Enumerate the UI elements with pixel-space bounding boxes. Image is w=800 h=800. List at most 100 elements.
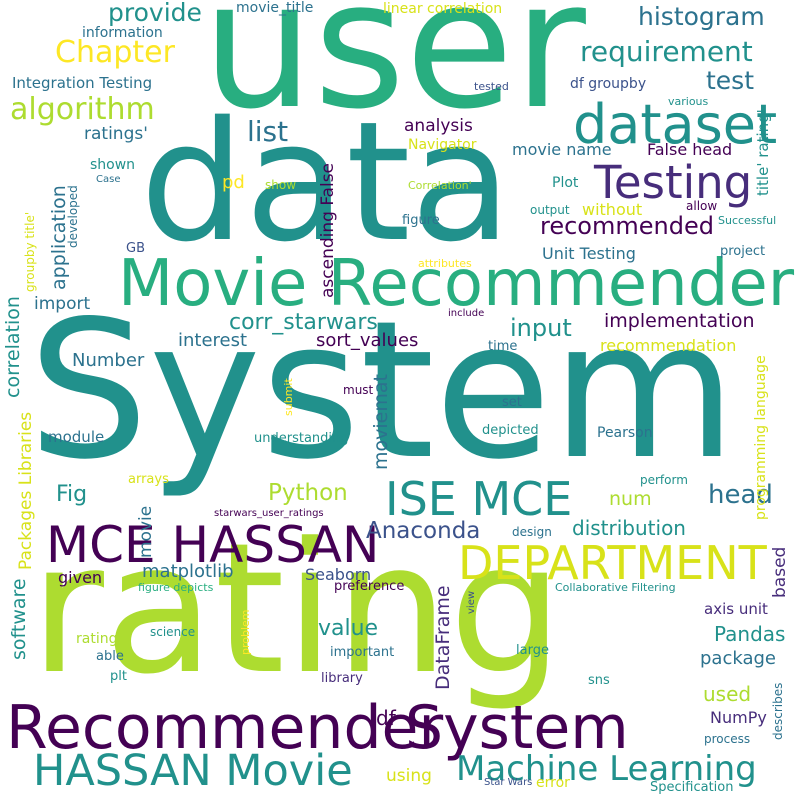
word-moviemat: moviemat (370, 374, 392, 470)
word-linear-correlation: linear correlation (383, 1, 503, 17)
word-figure: figure (402, 213, 440, 228)
word-machine-learning: Machine Learning (456, 749, 757, 789)
word-false-head: False head (647, 140, 733, 159)
word-unit-testing: Unit Testing (542, 244, 636, 263)
word-recommendation: recommendation (600, 336, 737, 355)
word-plot: Plot (552, 175, 579, 191)
word-algorithm: algorithm (10, 92, 155, 127)
word-output: output (530, 203, 570, 217)
word-various: various (668, 95, 709, 108)
word-axis-unit: axis unit (704, 600, 768, 618)
word-recommender: Recommender (6, 693, 444, 763)
word-fig: Fig (56, 482, 88, 507)
word-pearson: Pearson (597, 425, 653, 441)
word-dataframe: DataFrame (432, 585, 454, 690)
word-chapter: Chapter (55, 35, 175, 70)
word-time: time (488, 339, 518, 354)
word-seaborn: Seaborn (305, 565, 372, 584)
word-software: software (8, 578, 30, 660)
word-design: design (512, 525, 552, 539)
word-pandas: Pandas (714, 622, 786, 646)
word-import: import (34, 294, 91, 314)
word-arrays: arrays (128, 472, 169, 487)
word-allow: allow (686, 199, 718, 213)
word-process: process (704, 732, 751, 746)
word-able: able (96, 649, 124, 664)
word-title-rating-quote: title' rating' (754, 109, 772, 196)
word-successful: Successful (718, 214, 777, 227)
word-groupby-title-quote: groupby title' (23, 211, 37, 292)
word-figure-depicts: figure depicts (138, 581, 214, 594)
word-provide: provide (108, 0, 202, 27)
word-developed: developed (66, 185, 80, 248)
word-distribution: distribution (572, 516, 686, 540)
word-understanding: understanding (254, 431, 349, 446)
word-based: based (770, 546, 790, 598)
word-attributes: attributes (418, 257, 472, 270)
word-shown: shown (90, 157, 136, 173)
word-mce-hassan: MCE HASSAN (46, 516, 380, 574)
word-df-groupby: df groupby (570, 76, 647, 92)
word-error: error (536, 775, 570, 791)
word-describes: describes (771, 682, 785, 740)
word-preference: preference (334, 579, 405, 594)
word-dataset: dataset (573, 93, 778, 156)
word-library: library (321, 671, 363, 686)
word-corr-starwars: corr_starwars (229, 310, 378, 335)
word-given: given (58, 568, 103, 587)
word-without: without (582, 200, 643, 219)
word-matplotlib: matplotlib (142, 561, 234, 582)
word-used: used (703, 682, 752, 706)
word-movie-name: movie name (512, 140, 612, 159)
word-tested: tested (474, 80, 509, 93)
word-must: must (343, 383, 374, 397)
word-interest: interest (178, 330, 248, 351)
word-using: using (386, 766, 432, 786)
word-test: test (706, 66, 755, 95)
word-analysis: analysis (404, 116, 473, 136)
word-sort-values: sort_values (316, 330, 419, 351)
word-packages-libraries: Packages Libraries (16, 411, 36, 570)
word-movie-vertical: movie (136, 505, 156, 558)
word-value: value (318, 616, 379, 641)
word-data: data (140, 86, 512, 278)
word-module: module (48, 428, 105, 446)
word-python: Python (268, 480, 348, 506)
word-view: view (466, 590, 477, 614)
word-sns: sns (588, 673, 610, 688)
word-ise-mce: ISE MCE (385, 472, 573, 526)
word-head: head (708, 480, 773, 510)
word-recommended: recommended (540, 212, 714, 240)
word-correlation-quote: Correlation' (408, 179, 472, 192)
word-depicted: depicted (482, 423, 539, 438)
word-testing: Testing (594, 156, 753, 209)
word-correlation-vertical: correlation (2, 296, 24, 398)
word-information: information (82, 25, 163, 41)
word-hassan-movie: HASSAN Movie (33, 746, 353, 796)
word-anaconda: Anaconda (366, 518, 481, 544)
word-set: set (502, 395, 522, 410)
word-include: include (448, 308, 485, 319)
word-large: large (516, 643, 549, 658)
word-perform: perform (640, 473, 688, 487)
word-system-small: System (405, 693, 629, 763)
word-numpy: NumPy (710, 708, 767, 727)
word-implementation: implementation (604, 310, 755, 332)
word-project: project (720, 244, 766, 259)
word-department: DEPARTMENT (458, 536, 767, 590)
word-submit: submit (282, 378, 295, 416)
word-show: show (265, 178, 297, 192)
word-system-large: System (28, 280, 737, 501)
word-rating: rating (30, 505, 564, 714)
word-important: important (330, 645, 395, 660)
word-list: list (247, 115, 289, 148)
word-integration-testing: Integration Testing (12, 74, 153, 92)
word-case: Case (96, 174, 121, 185)
word-ascending-false: ascending False (318, 162, 338, 298)
word-histogram: histogram (638, 2, 765, 31)
word-problem: problem (239, 609, 252, 655)
word-collaborative-filtering: Collaborative Filtering (555, 581, 676, 594)
word-movie-recommender: Movie Recommender (118, 247, 794, 321)
word-rating-quote: rating' (76, 631, 122, 647)
